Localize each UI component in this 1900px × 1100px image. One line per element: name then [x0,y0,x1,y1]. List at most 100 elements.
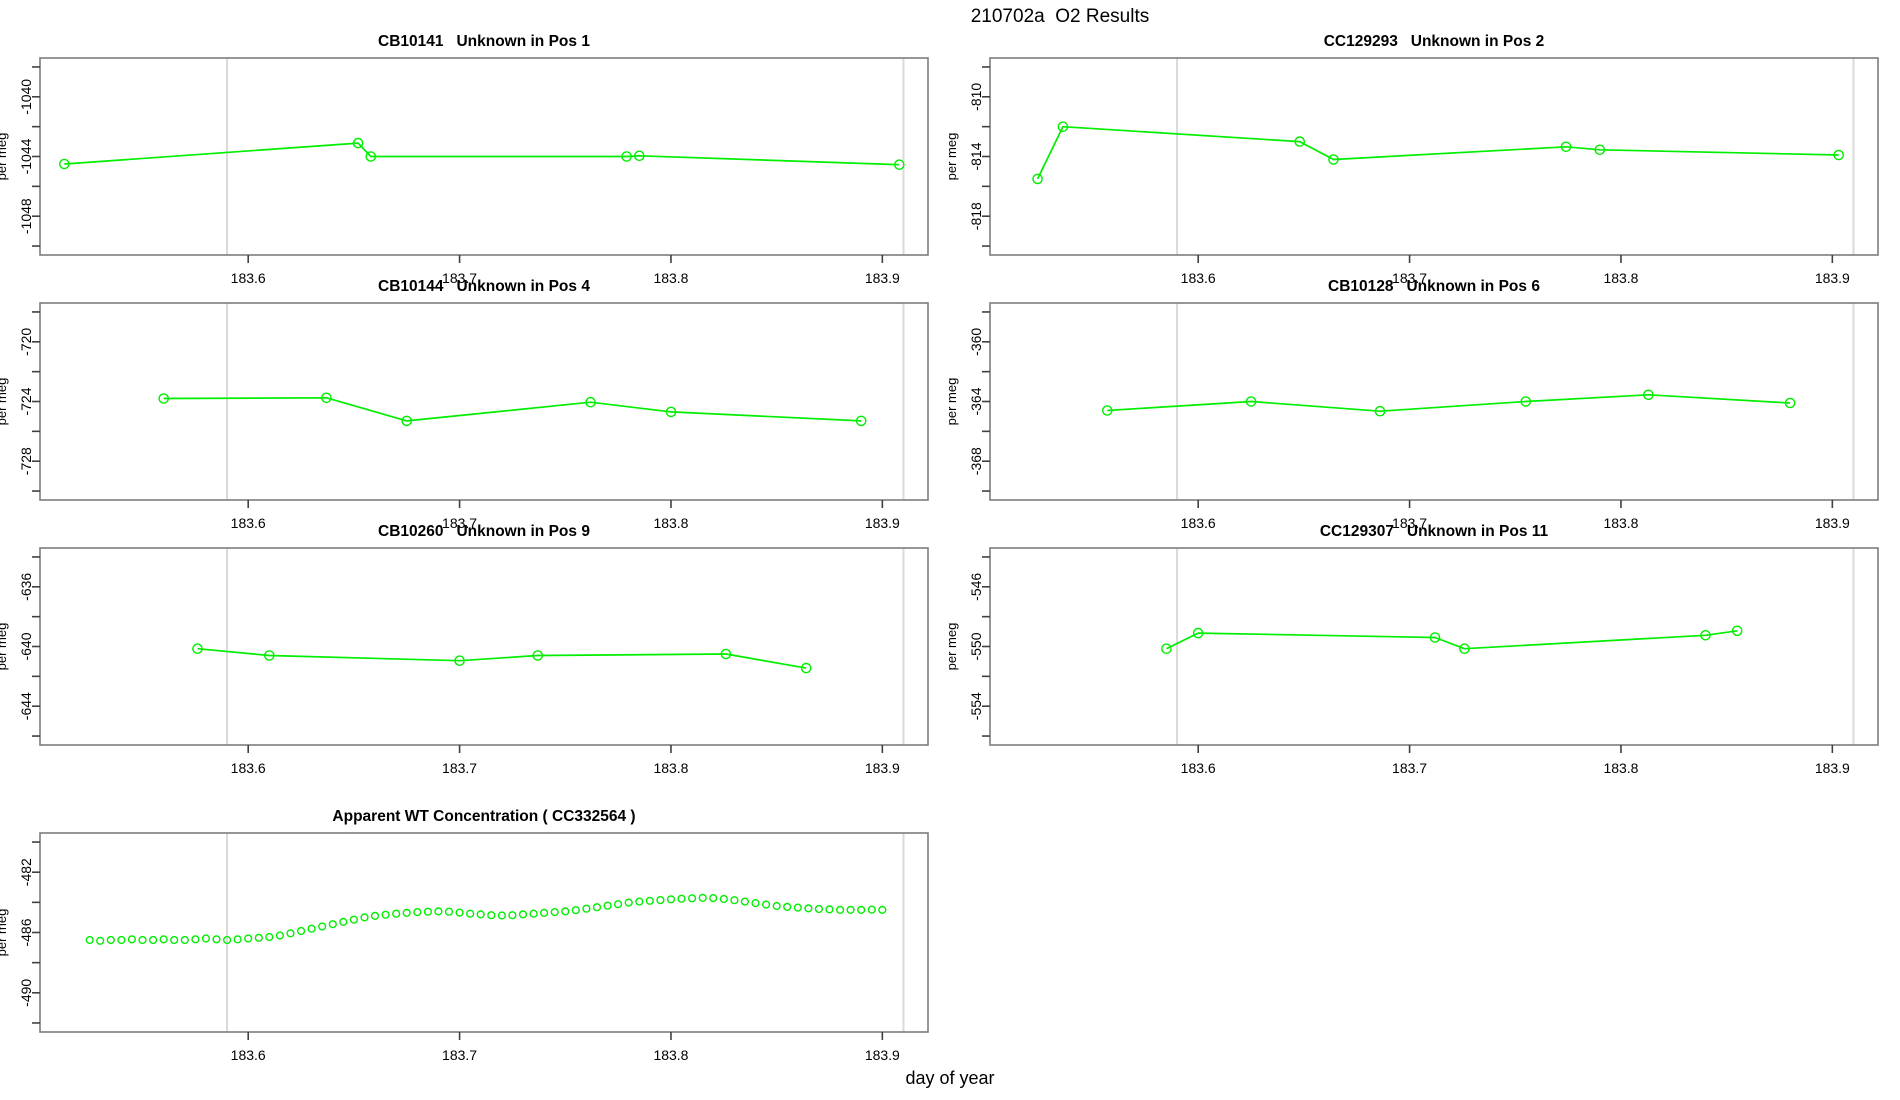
plot-box [989,57,1879,256]
x-tick-label: 183.8 [1603,760,1638,776]
data-point-marker [1560,141,1572,153]
x-tick-label: 183.9 [865,1047,900,1063]
data-point-marker [192,643,203,655]
x-tick-label: 183.8 [653,515,688,531]
x-tick-label: 183.6 [231,270,266,286]
x-tick-label: 183.8 [653,1047,688,1063]
y-axis-label: per meg [0,623,9,671]
data-point-marker [550,907,559,917]
data-point-marker [825,905,834,914]
data-point-marker [201,934,211,943]
data-point-marker [170,935,179,945]
x-tick-label: 183.7 [442,1047,477,1063]
data-point-marker [321,392,332,404]
plot-box [39,547,929,746]
data-point-marker [365,151,377,162]
x-tick-label: 183.6 [231,515,266,531]
y-tick-label: -818 [968,202,984,230]
x-tick-label: 183.7 [442,270,477,286]
panel-title: CC129307 Unknown in Pos 11 [1320,523,1549,540]
data-point-marker [867,905,876,914]
y-tick-label: -640 [18,632,34,660]
data-point-marker [434,907,443,916]
y-tick-label: -490 [18,979,34,1007]
plot-box [989,547,1879,746]
data-point-marker [656,895,665,905]
data-point-marker [687,894,697,903]
x-tick-label: 183.7 [442,760,477,776]
data-point-marker [855,415,867,427]
data-point-marker [635,897,644,906]
series-line [1107,393,1791,413]
data-point-marker [878,905,887,915]
y-tick-label: -1040 [18,79,34,115]
y-tick-label: -554 [968,692,984,720]
data-point-marker [352,137,364,149]
data-point-marker [740,897,750,906]
data-point-marker [159,935,168,944]
data-point-marker [138,935,147,945]
data-point-marker [370,911,380,921]
data-point-marker [328,920,337,929]
data-point-marker [1784,397,1796,409]
data-point-marker [265,932,274,942]
y-tick-label: -724 [18,387,34,415]
y-tick-label: -1044 [18,138,34,174]
data-point-marker [1429,632,1441,643]
data-point-marker [518,910,528,919]
data-point-marker [772,901,781,911]
data-point-marker [455,908,464,917]
data-point-marker [127,935,137,944]
data-point-marker [582,904,591,913]
panel-title: CB10260 Unknown in Pos 9 [378,523,590,540]
data-point-marker [1161,643,1172,655]
data-point-marker [508,911,517,920]
data-point-marker [804,904,813,913]
data-point-marker [275,931,285,940]
data-point-marker [783,902,792,912]
data-point-marker [180,935,189,945]
y-tick-label: -360 [968,328,984,356]
data-point-marker [307,924,316,933]
x-tick-label: 183.9 [865,270,900,286]
panel-title: CB10141 Unknown in Pos 1 [378,33,590,50]
panel-title: CB10128 Unknown in Pos 6 [1328,278,1540,295]
data-point-marker [665,406,677,418]
data-point-marker [613,900,623,909]
data-point-marker [645,896,654,905]
data-point-marker [835,905,845,915]
data-point-marker [1833,149,1844,161]
x-tick-label: 183.7 [1392,760,1427,776]
panel-title: CC129293 Unknown in Pos 2 [1324,33,1545,50]
series-line [1036,125,1839,180]
x-tick-label: 183.8 [1603,270,1638,286]
y-axis-label: per meg [944,623,959,671]
series-line [197,647,807,669]
data-point-marker [360,913,369,922]
data-point-marker [1374,405,1386,417]
data-point-marker [719,894,728,904]
data-point-marker [339,917,348,927]
figure-main-title: 210702a O2 Results [970,6,1150,27]
data-point-marker [59,158,70,170]
y-tick-label: -364 [968,387,984,415]
x-tick-label: 183.6 [231,1047,266,1063]
y-axis-label: per meg [0,133,9,181]
data-point-marker [571,906,580,915]
y-tick-label: -1048 [18,198,34,234]
data-point-marker [423,907,433,916]
data-point-marker [730,896,739,905]
data-point-marker [1192,627,1204,639]
data-point-marker [793,903,802,912]
x-tick-label: 183.8 [653,760,688,776]
data-point-marker [1245,396,1257,407]
x-tick-label: 183.9 [865,760,900,776]
panel-title: Apparent WT Concentration ( CC332564 ) [332,808,635,825]
data-point-marker [158,393,169,404]
data-point-marker [413,907,422,917]
plot-box [989,302,1879,501]
y-tick-label: -810 [968,83,984,111]
data-point-marker [286,929,295,938]
data-point-marker [487,911,496,920]
